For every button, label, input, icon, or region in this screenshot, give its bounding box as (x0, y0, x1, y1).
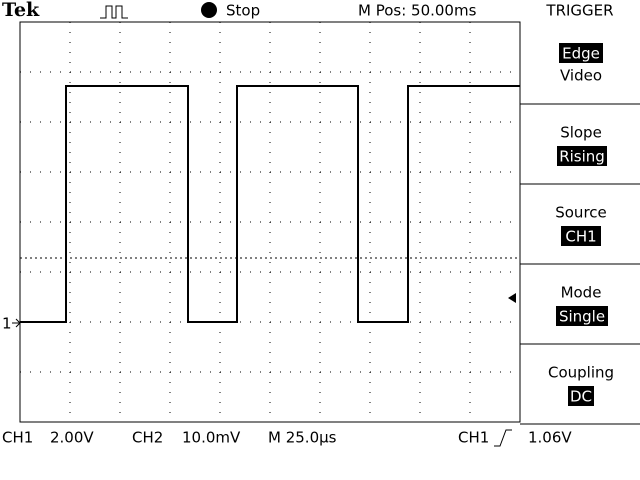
menu-value: Video (560, 67, 602, 85)
menu-label: Source (555, 204, 607, 222)
menu-item[interactable]: Edge Video (559, 43, 603, 85)
trigger-menu: Edge Video Slope Rising Source CH1 Mode … (520, 43, 640, 425)
highlight (557, 146, 607, 166)
acquire-icon (100, 5, 128, 19)
menu-label: Mode (561, 284, 602, 302)
menu-item[interactable]: Source CH1 (555, 204, 607, 247)
highlight (559, 43, 603, 63)
trace-marker: 1 (2, 315, 12, 333)
ch2-label: CH2 (132, 429, 163, 447)
brand: Tek (2, 0, 40, 21)
trigger-arrow (508, 293, 516, 303)
highlight (561, 226, 601, 246)
highlight (556, 306, 608, 326)
highlight (568, 386, 594, 406)
menu-item[interactable]: Coupling DC (548, 364, 614, 407)
run-status: Stop (226, 2, 260, 20)
stop-icon (201, 2, 217, 18)
timebase: M 25.0µs (268, 429, 337, 447)
menu-value: Rising (559, 148, 605, 166)
slope-icon (494, 429, 512, 447)
ch1-scale: 2.00V (50, 429, 94, 447)
ground-arrow (12, 318, 21, 328)
trigger-level: 1.06V (528, 429, 572, 447)
menu-value: Single (559, 308, 605, 326)
menu-item[interactable]: Slope Rising (557, 124, 607, 167)
menu-label: Coupling (548, 364, 614, 382)
graticule (19, 21, 521, 423)
horizontal-position: M Pos: 50.00ms (358, 2, 477, 20)
menu-value: DC (570, 388, 592, 406)
ch2-scale: 10.0mV (182, 429, 241, 447)
menu-title: TRIGGER (545, 2, 613, 20)
menu-value: CH1 (565, 228, 596, 246)
menu-label: Slope (560, 124, 602, 142)
trigger-source: CH1 (458, 429, 489, 447)
menu-label: Edge (562, 45, 600, 63)
ch1-label: CH1 (2, 429, 33, 447)
waveform (20, 85, 520, 323)
menu-item[interactable]: Mode Single (556, 284, 608, 327)
